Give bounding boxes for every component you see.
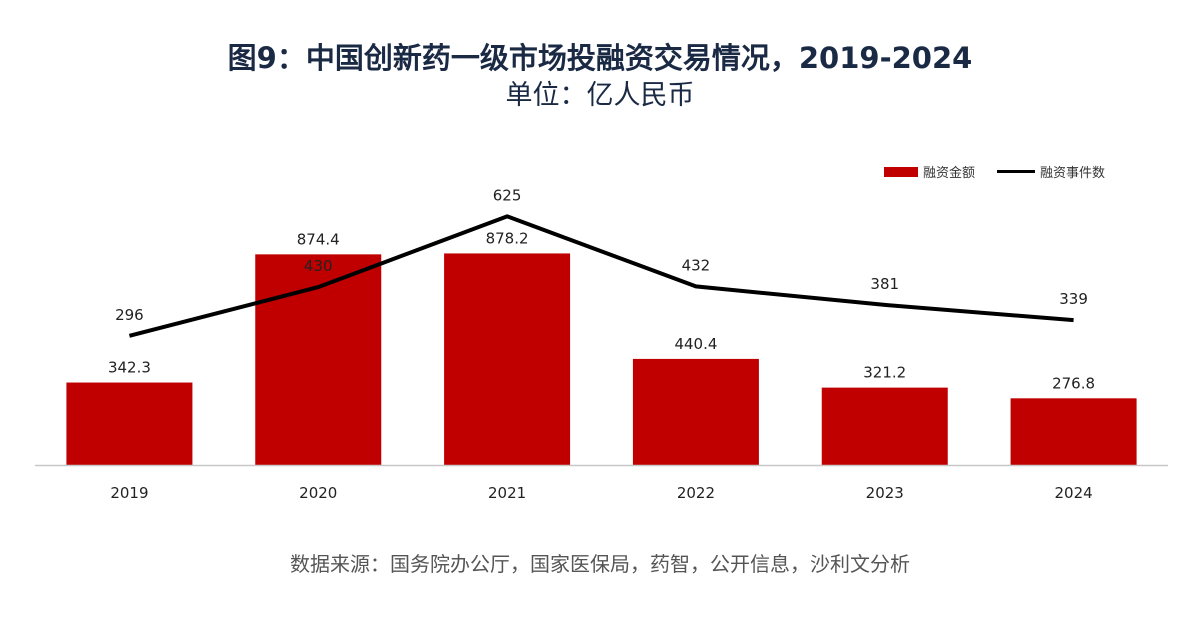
bar bbox=[632, 358, 759, 465]
line-data-label: 625 bbox=[493, 186, 522, 204]
line-data-label: 432 bbox=[682, 256, 711, 274]
bar bbox=[255, 254, 382, 465]
legend-bar-swatch bbox=[884, 166, 918, 177]
bar-data-label: 342.3 bbox=[108, 359, 151, 377]
line-data-label: 339 bbox=[1059, 290, 1088, 308]
bar-data-label: 440.4 bbox=[674, 335, 717, 353]
legend-item-amount: 融资金额 bbox=[884, 162, 975, 181]
legend-label-count: 融资事件数 bbox=[1040, 166, 1106, 181]
bar bbox=[1010, 398, 1137, 465]
x-tick-label: 2021 bbox=[488, 484, 526, 502]
x-tick-label: 2023 bbox=[866, 484, 904, 502]
source-note: 数据来源：国务院办公厅，国家医保局，药智，公开信息，沙利文分析 bbox=[290, 552, 910, 576]
chart-subtitle: 单位：亿人民币 bbox=[505, 80, 695, 111]
bar-data-label: 874.4 bbox=[297, 230, 340, 248]
series-line-event-count bbox=[128, 214, 1074, 338]
bar-data-label: 276.8 bbox=[1052, 374, 1095, 392]
line-data-label: 296 bbox=[115, 306, 144, 324]
bar-data-label: 878.2 bbox=[486, 229, 529, 247]
x-tick-label: 2019 bbox=[110, 484, 148, 502]
line-data-label: 381 bbox=[870, 275, 899, 293]
bar bbox=[66, 382, 193, 465]
x-tick-label: 2020 bbox=[299, 484, 337, 502]
bar bbox=[444, 253, 571, 465]
chart-title: 图9：中国创新药一级市场投融资交易情况，2019-2024 bbox=[227, 41, 973, 75]
x-tick-label: 2022 bbox=[677, 484, 715, 502]
legend-item-count: 融资事件数 bbox=[997, 162, 1105, 181]
line-data-label: 430 bbox=[304, 257, 333, 275]
legend-line-swatch bbox=[997, 170, 1036, 173]
legend: 融资金额 融资事件数 bbox=[884, 162, 1127, 181]
x-tick-label: 2024 bbox=[1054, 484, 1092, 502]
legend-label-amount: 融资金额 bbox=[923, 166, 976, 181]
bar-data-label: 321.2 bbox=[863, 364, 906, 382]
bar bbox=[821, 387, 948, 465]
